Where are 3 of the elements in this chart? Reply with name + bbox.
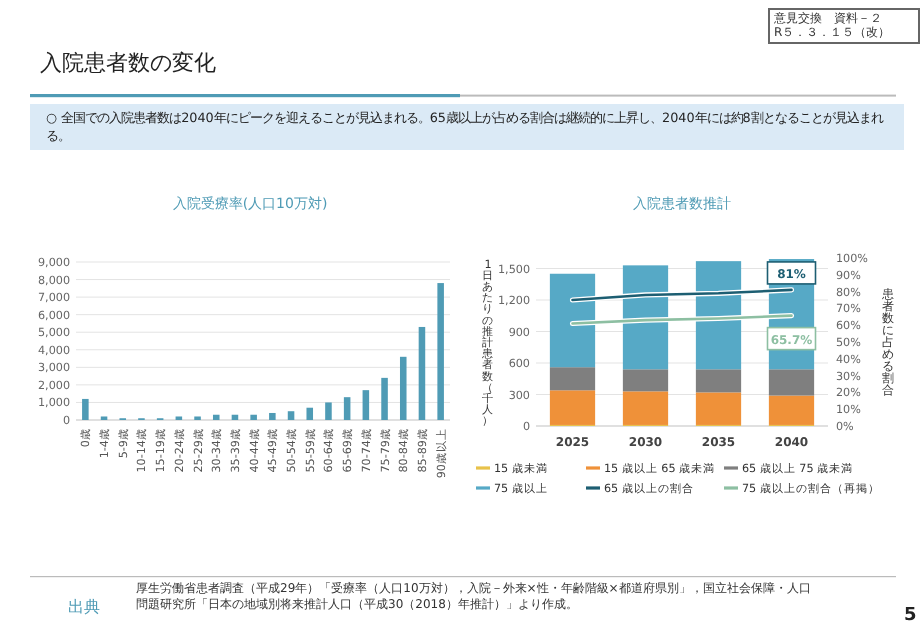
text: 入院患者数の変化 [40, 48, 216, 78]
text: 5 [904, 606, 917, 626]
text: 出典 [68, 596, 100, 618]
